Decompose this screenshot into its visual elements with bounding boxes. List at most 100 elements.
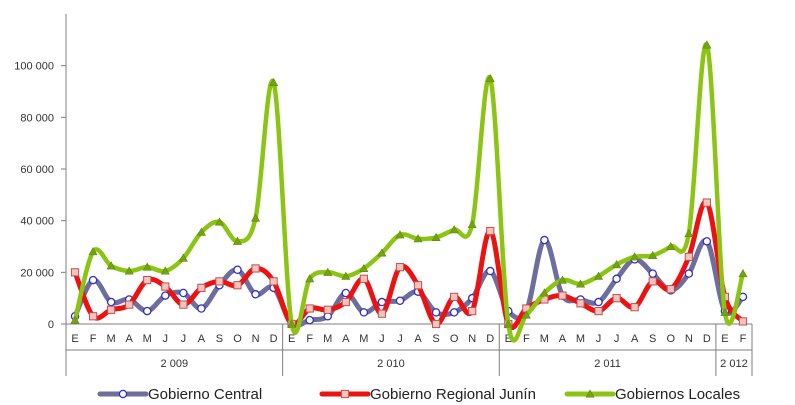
data-point-circle (431, 308, 441, 317)
data-point-square (576, 299, 585, 308)
data-point-circle (161, 291, 170, 300)
x-tick-label: D (486, 333, 494, 345)
data-point-square (450, 292, 459, 301)
y-tick-label: 20 000 (20, 267, 54, 279)
data-point-triangle (88, 247, 98, 256)
x-tick-label: A (414, 333, 422, 345)
legend-label: Gobierno Central (148, 386, 262, 403)
x-tick-label: N (252, 333, 260, 345)
data-point-square (395, 263, 405, 272)
x-tick-label: S (649, 333, 656, 345)
data-point-square (251, 264, 260, 273)
data-point-circle (612, 274, 621, 284)
data-point-circle (251, 290, 260, 299)
series-layer (70, 40, 748, 343)
x-tick-label: S (432, 333, 439, 345)
x-tick-label: J (614, 333, 620, 345)
data-point-square (143, 275, 152, 285)
data-point-square (197, 283, 206, 292)
data-point-triangle (287, 319, 297, 328)
x-tick-label: M (143, 333, 152, 345)
y-tick-label: 80 000 (20, 112, 54, 124)
data-point-triangle (323, 267, 333, 276)
x-tick-label: E (721, 333, 728, 345)
x-tick-label: D (703, 333, 711, 345)
data-point-circle (702, 237, 712, 246)
data-point-triangle (124, 266, 134, 275)
data-point-square (179, 300, 188, 309)
year-label: 2 012 (720, 358, 748, 370)
x-tick-label: F (523, 333, 530, 345)
x-tick-label: J (181, 333, 187, 345)
data-point-triangle (720, 307, 730, 316)
data-point-square (269, 277, 278, 286)
data-point-circle (179, 288, 188, 298)
data-point-circle (233, 265, 242, 274)
data-point-triangle (539, 288, 549, 297)
data-point-square (340, 389, 350, 399)
data-point-square (107, 305, 116, 314)
y-tick-label: 40 000 (20, 216, 54, 228)
data-point-triangle (557, 275, 567, 284)
x-tick-label: M (323, 333, 332, 345)
data-point-triangle (160, 266, 170, 275)
x-tick-label: M (540, 333, 549, 345)
x-tick-label: J (596, 333, 602, 345)
data-point-square (125, 300, 134, 309)
x-tick-label: D (270, 333, 278, 345)
data-point-square (215, 277, 224, 286)
data-point-circle (648, 269, 657, 278)
year-label: 2 009 (161, 358, 189, 370)
data-point-triangle (70, 315, 80, 324)
data-point-square (486, 226, 495, 236)
x-tick-label: M (576, 333, 585, 345)
x-tick-label: A (126, 333, 134, 345)
data-point-triangle (666, 241, 676, 250)
data-point-square (702, 198, 711, 207)
data-point-circle (305, 315, 314, 325)
data-point-circle (485, 266, 495, 276)
x-tick-label: O (666, 333, 675, 345)
x-tick-label: F (740, 333, 747, 345)
data-point-triangle (431, 232, 441, 241)
data-point-square (377, 309, 387, 318)
data-point-square (413, 281, 423, 290)
data-point-square (558, 291, 567, 300)
legend-item: Gobierno Central (97, 386, 262, 403)
x-tick-label: A (342, 333, 350, 345)
data-point-circle (142, 306, 152, 316)
data-point-triangle (585, 389, 595, 398)
y-tick-label: 0 (48, 319, 54, 331)
data-point-triangle (178, 253, 188, 262)
data-point-triangle (594, 271, 604, 280)
data-point-triangle (485, 73, 495, 83)
data-point-square (70, 268, 80, 277)
data-point-circle (118, 389, 128, 399)
x-tick-label: E (71, 333, 78, 345)
data-point-triangle (702, 40, 712, 49)
x-tick-label: J (379, 333, 385, 345)
y-tick-label: 60 000 (20, 164, 54, 176)
data-point-triangle (612, 259, 622, 269)
x-tick-label: F (90, 333, 97, 345)
data-point-square (648, 277, 657, 286)
legend-label: Gobiernos Locales (615, 386, 740, 403)
data-point-triangle (359, 263, 369, 272)
data-point-square (161, 282, 170, 291)
data-point-triangle (196, 227, 206, 236)
data-point-triangle (269, 77, 279, 86)
series-line (72, 237, 746, 329)
y-tick-label: 100 000 (14, 61, 54, 73)
x-tick-label: O (233, 333, 242, 345)
data-point-circle (540, 235, 549, 245)
data-point-circle (359, 308, 369, 317)
data-point-triangle (521, 310, 531, 319)
data-point-circle (684, 269, 694, 278)
data-point-square (612, 294, 621, 303)
data-point-triangle (142, 262, 152, 271)
legend-label: Gobierno Regional Junín (370, 386, 536, 403)
data-point-square (359, 274, 368, 283)
